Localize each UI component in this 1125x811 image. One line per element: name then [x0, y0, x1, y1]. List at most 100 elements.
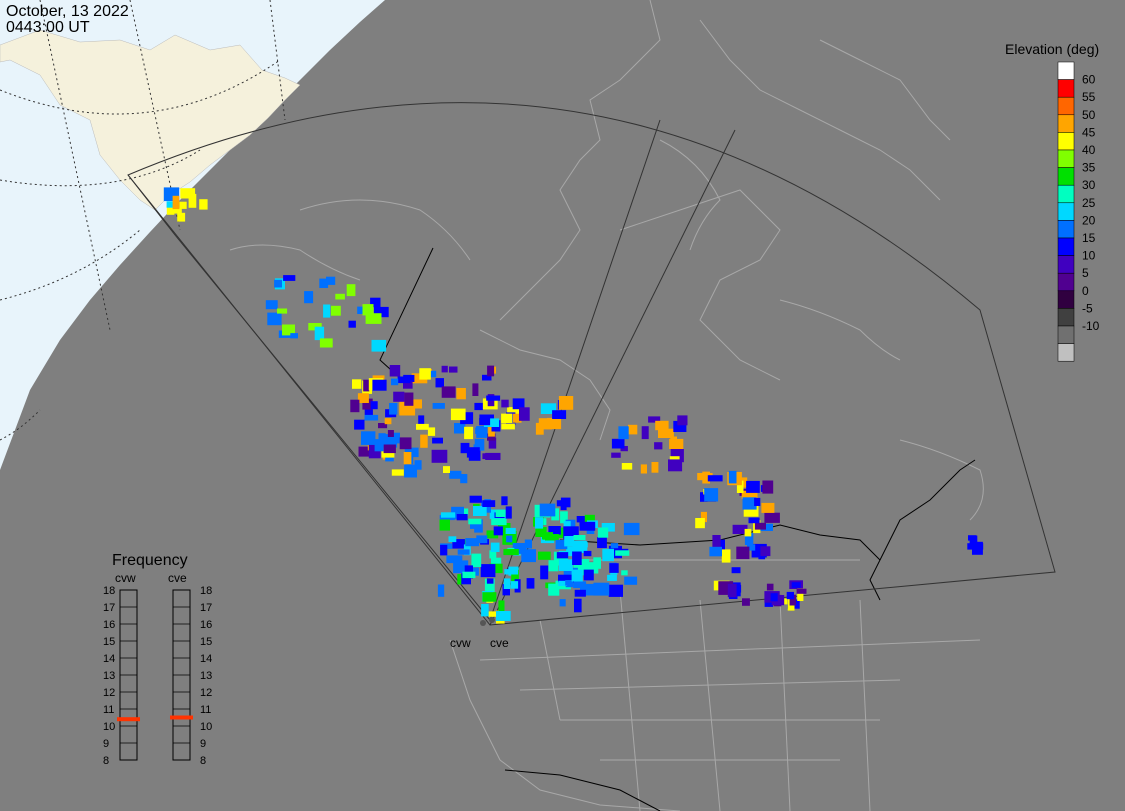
frequency-scale-label: 16	[103, 619, 115, 631]
echo-cell	[486, 578, 494, 584]
echo-cell	[387, 430, 394, 437]
echo-cell	[399, 437, 412, 450]
echo-cell	[658, 428, 674, 438]
echo-cell	[416, 423, 429, 430]
echo-cell	[443, 466, 450, 473]
echo-cell	[179, 201, 187, 209]
colorbar-swatch	[1057, 79, 1075, 98]
echo-cell	[563, 567, 578, 577]
echo-cell	[572, 551, 582, 565]
echo-cell	[491, 557, 502, 566]
echo-cell	[709, 546, 722, 557]
frequency-scale-label: 17	[103, 602, 115, 614]
echo-cell	[640, 464, 647, 474]
echo-cell	[583, 550, 592, 557]
echo-cell	[372, 379, 387, 391]
echo-cell	[368, 444, 381, 459]
radar-site-cvw	[480, 620, 486, 626]
colorbar-swatch	[1057, 96, 1075, 116]
echo-cell	[188, 193, 197, 208]
echo-cell	[474, 402, 483, 411]
echo-cell	[548, 583, 560, 596]
echo-cell	[791, 582, 801, 588]
echo-cell	[431, 449, 448, 463]
echo-cell	[357, 393, 369, 403]
echo-cell	[374, 306, 389, 318]
echo-cell	[420, 434, 428, 448]
echo-cell	[741, 477, 748, 488]
echo-cell	[491, 518, 507, 526]
echo-cell	[539, 503, 556, 517]
echo-cell	[440, 544, 448, 556]
echo-cell	[452, 539, 465, 549]
echo-cell	[579, 521, 596, 531]
echo-cell	[446, 555, 463, 564]
frequency-scale-label: 11	[200, 704, 211, 716]
echo-cell	[669, 438, 684, 449]
echo-cell	[654, 442, 663, 450]
echo-cell	[503, 549, 519, 556]
echo-cell	[702, 471, 710, 484]
echo-cell	[471, 553, 482, 567]
echo-cell	[786, 591, 794, 600]
colorbar-tick-label: 20	[1082, 213, 1096, 227]
echo-cell	[512, 398, 525, 410]
echo-cell	[484, 578, 495, 592]
echo-cell	[519, 407, 530, 421]
echo-cell	[727, 583, 737, 598]
echo-cell	[789, 594, 796, 606]
echo-cell	[456, 514, 468, 521]
echo-cell	[267, 312, 282, 326]
echo-cell	[283, 275, 296, 281]
echo-cell	[668, 459, 683, 472]
echo-cell	[712, 535, 721, 549]
echo-cell	[404, 392, 414, 406]
echo-cell	[564, 536, 575, 547]
echo-cell	[624, 576, 638, 585]
alaska-land	[0, 29, 301, 211]
echo-cell	[383, 444, 396, 454]
echo-cell	[558, 580, 568, 586]
echo-cell	[364, 409, 373, 418]
echo-cell	[721, 549, 731, 563]
frequency-scale-label: 15	[103, 636, 115, 648]
echo-cell	[435, 378, 444, 388]
echo-cell	[513, 413, 522, 423]
echo-cell	[490, 542, 500, 552]
echo-cell	[397, 376, 411, 384]
echo-cell	[166, 201, 176, 208]
colorbar-swatch	[1057, 167, 1075, 186]
echo-cell	[620, 446, 628, 452]
echo-cell	[462, 571, 476, 579]
echo-cell	[762, 480, 774, 494]
echo-cell	[331, 305, 341, 316]
echo-cell	[482, 374, 492, 381]
echo-cell	[448, 536, 457, 543]
echo-cell	[732, 524, 748, 534]
echo-cell	[476, 426, 488, 438]
echo-cell	[505, 527, 516, 534]
echo-cell	[166, 204, 175, 215]
echo-cell	[352, 379, 362, 389]
echo-cell	[370, 401, 378, 410]
echo-cell	[364, 414, 379, 421]
echo-cell	[700, 492, 708, 502]
echo-cell	[609, 563, 619, 573]
echo-cell	[441, 386, 456, 398]
echo-cell	[969, 535, 978, 546]
echo-cell	[464, 426, 474, 440]
echo-cell	[384, 418, 392, 425]
echo-cell	[374, 439, 384, 452]
echo-cell	[611, 452, 621, 458]
echo-cell	[403, 452, 412, 465]
echo-cell	[493, 526, 503, 536]
echo-cell	[460, 474, 468, 484]
frequency-scale-label: 18	[200, 585, 212, 597]
echo-cell	[457, 574, 465, 585]
frequency-scale-label: 11	[103, 704, 114, 716]
echo-cell	[468, 518, 482, 525]
echo-cell	[512, 543, 527, 554]
echo-cell	[432, 403, 445, 409]
